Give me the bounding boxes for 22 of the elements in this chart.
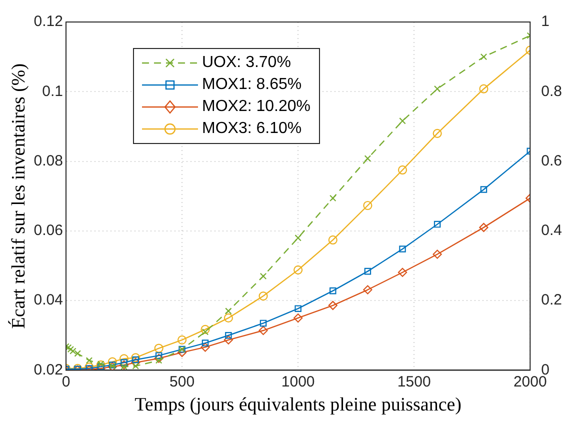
legend-label: MOX1: 8.65% [202,75,302,95]
y-tick-label: 0.12 [34,13,63,30]
y2-tick-label: 0.2 [541,292,562,309]
x-tick-label: 1000 [281,373,315,390]
legend-label: UOX: 3.70% [202,53,291,73]
y2-tick-label: 0.6 [541,152,562,170]
y2-tick-label: 0.4 [541,222,562,240]
y-tick-label: 0.08 [34,152,63,170]
y-tick-label: 0.06 [34,222,63,240]
x-tick-label: 0 [62,373,70,390]
y-tick-label: 0.1 [42,82,63,100]
y2-tick-label: 0.8 [541,82,562,100]
y-tick-label: 0.04 [34,292,63,309]
y2-tick-label: 1 [541,13,550,30]
legend-label: MOX2: 10.20% [202,97,310,117]
y-tick-label: 0.02 [34,361,63,378]
legend-label: MOX3: 6.10% [202,119,302,139]
x-tick-label: 1500 [397,373,431,390]
x-tick-label: 2000 [513,373,547,390]
x-axis-title: Temps (jours équivalents pleine puissance) [134,394,462,416]
y-axis-title: Écart relatif sur les inventaires (%) [7,63,30,329]
x-tick-label: 500 [170,373,195,390]
